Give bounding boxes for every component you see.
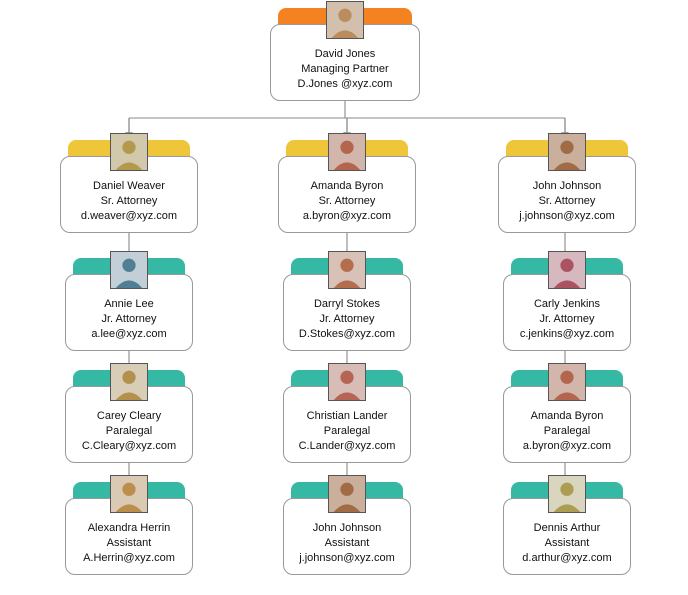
card-body: John Johnson Assistant j.johnson@xyz.com — [283, 498, 411, 575]
node-paralegal-2: Christian Lander Paralegal C.Lander@xyz.… — [283, 370, 411, 463]
node-jr-attorney-2: Darryl Stokes Jr. Attorney D.Stokes@xyz.… — [283, 258, 411, 351]
avatar — [548, 251, 586, 289]
card-body: Amanda Byron Sr. Attorney a.byron@xyz.co… — [278, 156, 416, 233]
person-name: John Johnson — [505, 179, 629, 194]
avatar — [548, 475, 586, 513]
node-sr-attorney-2: Amanda Byron Sr. Attorney a.byron@xyz.co… — [278, 140, 416, 233]
person-email: j.johnson@xyz.com — [505, 209, 629, 224]
node-sr-attorney-3: John Johnson Sr. Attorney j.johnson@xyz.… — [498, 140, 636, 233]
node-assistant-1: Alexandra Herrin Assistant A.Herrin@xyz.… — [65, 482, 193, 575]
person-name: Carey Cleary — [72, 409, 186, 424]
person-name: John Johnson — [290, 521, 404, 536]
person-name: Dennis Arthur — [510, 521, 624, 536]
person-name: Alexandra Herrin — [72, 521, 186, 536]
person-name: David Jones — [277, 47, 413, 62]
person-email: D.Stokes@xyz.com — [290, 327, 404, 342]
node-jr-attorney-3: Carly Jenkins Jr. Attorney c.jenkins@xyz… — [503, 258, 631, 351]
card-body: Alexandra Herrin Assistant A.Herrin@xyz.… — [65, 498, 193, 575]
card-body: John Johnson Sr. Attorney j.johnson@xyz.… — [498, 156, 636, 233]
person-title: Assistant — [510, 536, 624, 551]
person-title: Sr. Attorney — [285, 194, 409, 209]
person-email: a.lee@xyz.com — [72, 327, 186, 342]
person-title: Paralegal — [72, 424, 186, 439]
person-title: Sr. Attorney — [67, 194, 191, 209]
person-email: a.byron@xyz.com — [285, 209, 409, 224]
avatar — [328, 251, 366, 289]
node-paralegal-1: Carey Cleary Paralegal C.Cleary@xyz.com — [65, 370, 193, 463]
person-title: Sr. Attorney — [505, 194, 629, 209]
node-jr-attorney-1: Annie Lee Jr. Attorney a.lee@xyz.com — [65, 258, 193, 351]
card-body: Amanda Byron Paralegal a.byron@xyz.com — [503, 386, 631, 463]
node-sr-attorney-1: Daniel Weaver Sr. Attorney d.weaver@xyz.… — [60, 140, 198, 233]
avatar — [548, 133, 586, 171]
person-name: Christian Lander — [290, 409, 404, 424]
card-body: Annie Lee Jr. Attorney a.lee@xyz.com — [65, 274, 193, 351]
card-body: Darryl Stokes Jr. Attorney D.Stokes@xyz.… — [283, 274, 411, 351]
avatar — [110, 251, 148, 289]
person-name: Amanda Byron — [285, 179, 409, 194]
person-email: j.johnson@xyz.com — [290, 551, 404, 566]
person-title: Jr. Attorney — [72, 312, 186, 327]
person-title: Jr. Attorney — [290, 312, 404, 327]
person-email: C.Cleary@xyz.com — [72, 439, 186, 454]
card-body: Dennis Arthur Assistant d.arthur@xyz.com — [503, 498, 631, 575]
node-assistant-2: John Johnson Assistant j.johnson@xyz.com — [283, 482, 411, 575]
person-name: Darryl Stokes — [290, 297, 404, 312]
person-title: Jr. Attorney — [510, 312, 624, 327]
person-email: a.byron@xyz.com — [510, 439, 624, 454]
avatar — [328, 363, 366, 401]
person-email: d.weaver@xyz.com — [67, 209, 191, 224]
person-email: D.Jones @xyz.com — [277, 77, 413, 92]
node-paralegal-3: Amanda Byron Paralegal a.byron@xyz.com — [503, 370, 631, 463]
node-assistant-3: Dennis Arthur Assistant d.arthur@xyz.com — [503, 482, 631, 575]
card-body: David Jones Managing Partner D.Jones @xy… — [270, 24, 420, 101]
card-body: Daniel Weaver Sr. Attorney d.weaver@xyz.… — [60, 156, 198, 233]
person-title: Paralegal — [290, 424, 404, 439]
node-managing-partner: David Jones Managing Partner D.Jones @xy… — [270, 8, 420, 101]
avatar — [328, 475, 366, 513]
person-email: C.Lander@xyz.com — [290, 439, 404, 454]
avatar — [110, 363, 148, 401]
person-name: Carly Jenkins — [510, 297, 624, 312]
person-name: Daniel Weaver — [67, 179, 191, 194]
person-email: A.Herrin@xyz.com — [72, 551, 186, 566]
avatar — [548, 363, 586, 401]
avatar — [110, 475, 148, 513]
avatar — [110, 133, 148, 171]
person-name: Annie Lee — [72, 297, 186, 312]
person-title: Paralegal — [510, 424, 624, 439]
person-email: c.jenkins@xyz.com — [510, 327, 624, 342]
person-title: Assistant — [72, 536, 186, 551]
person-title: Managing Partner — [277, 62, 413, 77]
card-body: Christian Lander Paralegal C.Lander@xyz.… — [283, 386, 411, 463]
avatar — [326, 1, 364, 39]
card-body: Carey Cleary Paralegal C.Cleary@xyz.com — [65, 386, 193, 463]
org-chart: David Jones Managing Partner D.Jones @xy… — [0, 0, 688, 595]
card-body: Carly Jenkins Jr. Attorney c.jenkins@xyz… — [503, 274, 631, 351]
person-email: d.arthur@xyz.com — [510, 551, 624, 566]
avatar — [328, 133, 366, 171]
person-title: Assistant — [290, 536, 404, 551]
person-name: Amanda Byron — [510, 409, 624, 424]
